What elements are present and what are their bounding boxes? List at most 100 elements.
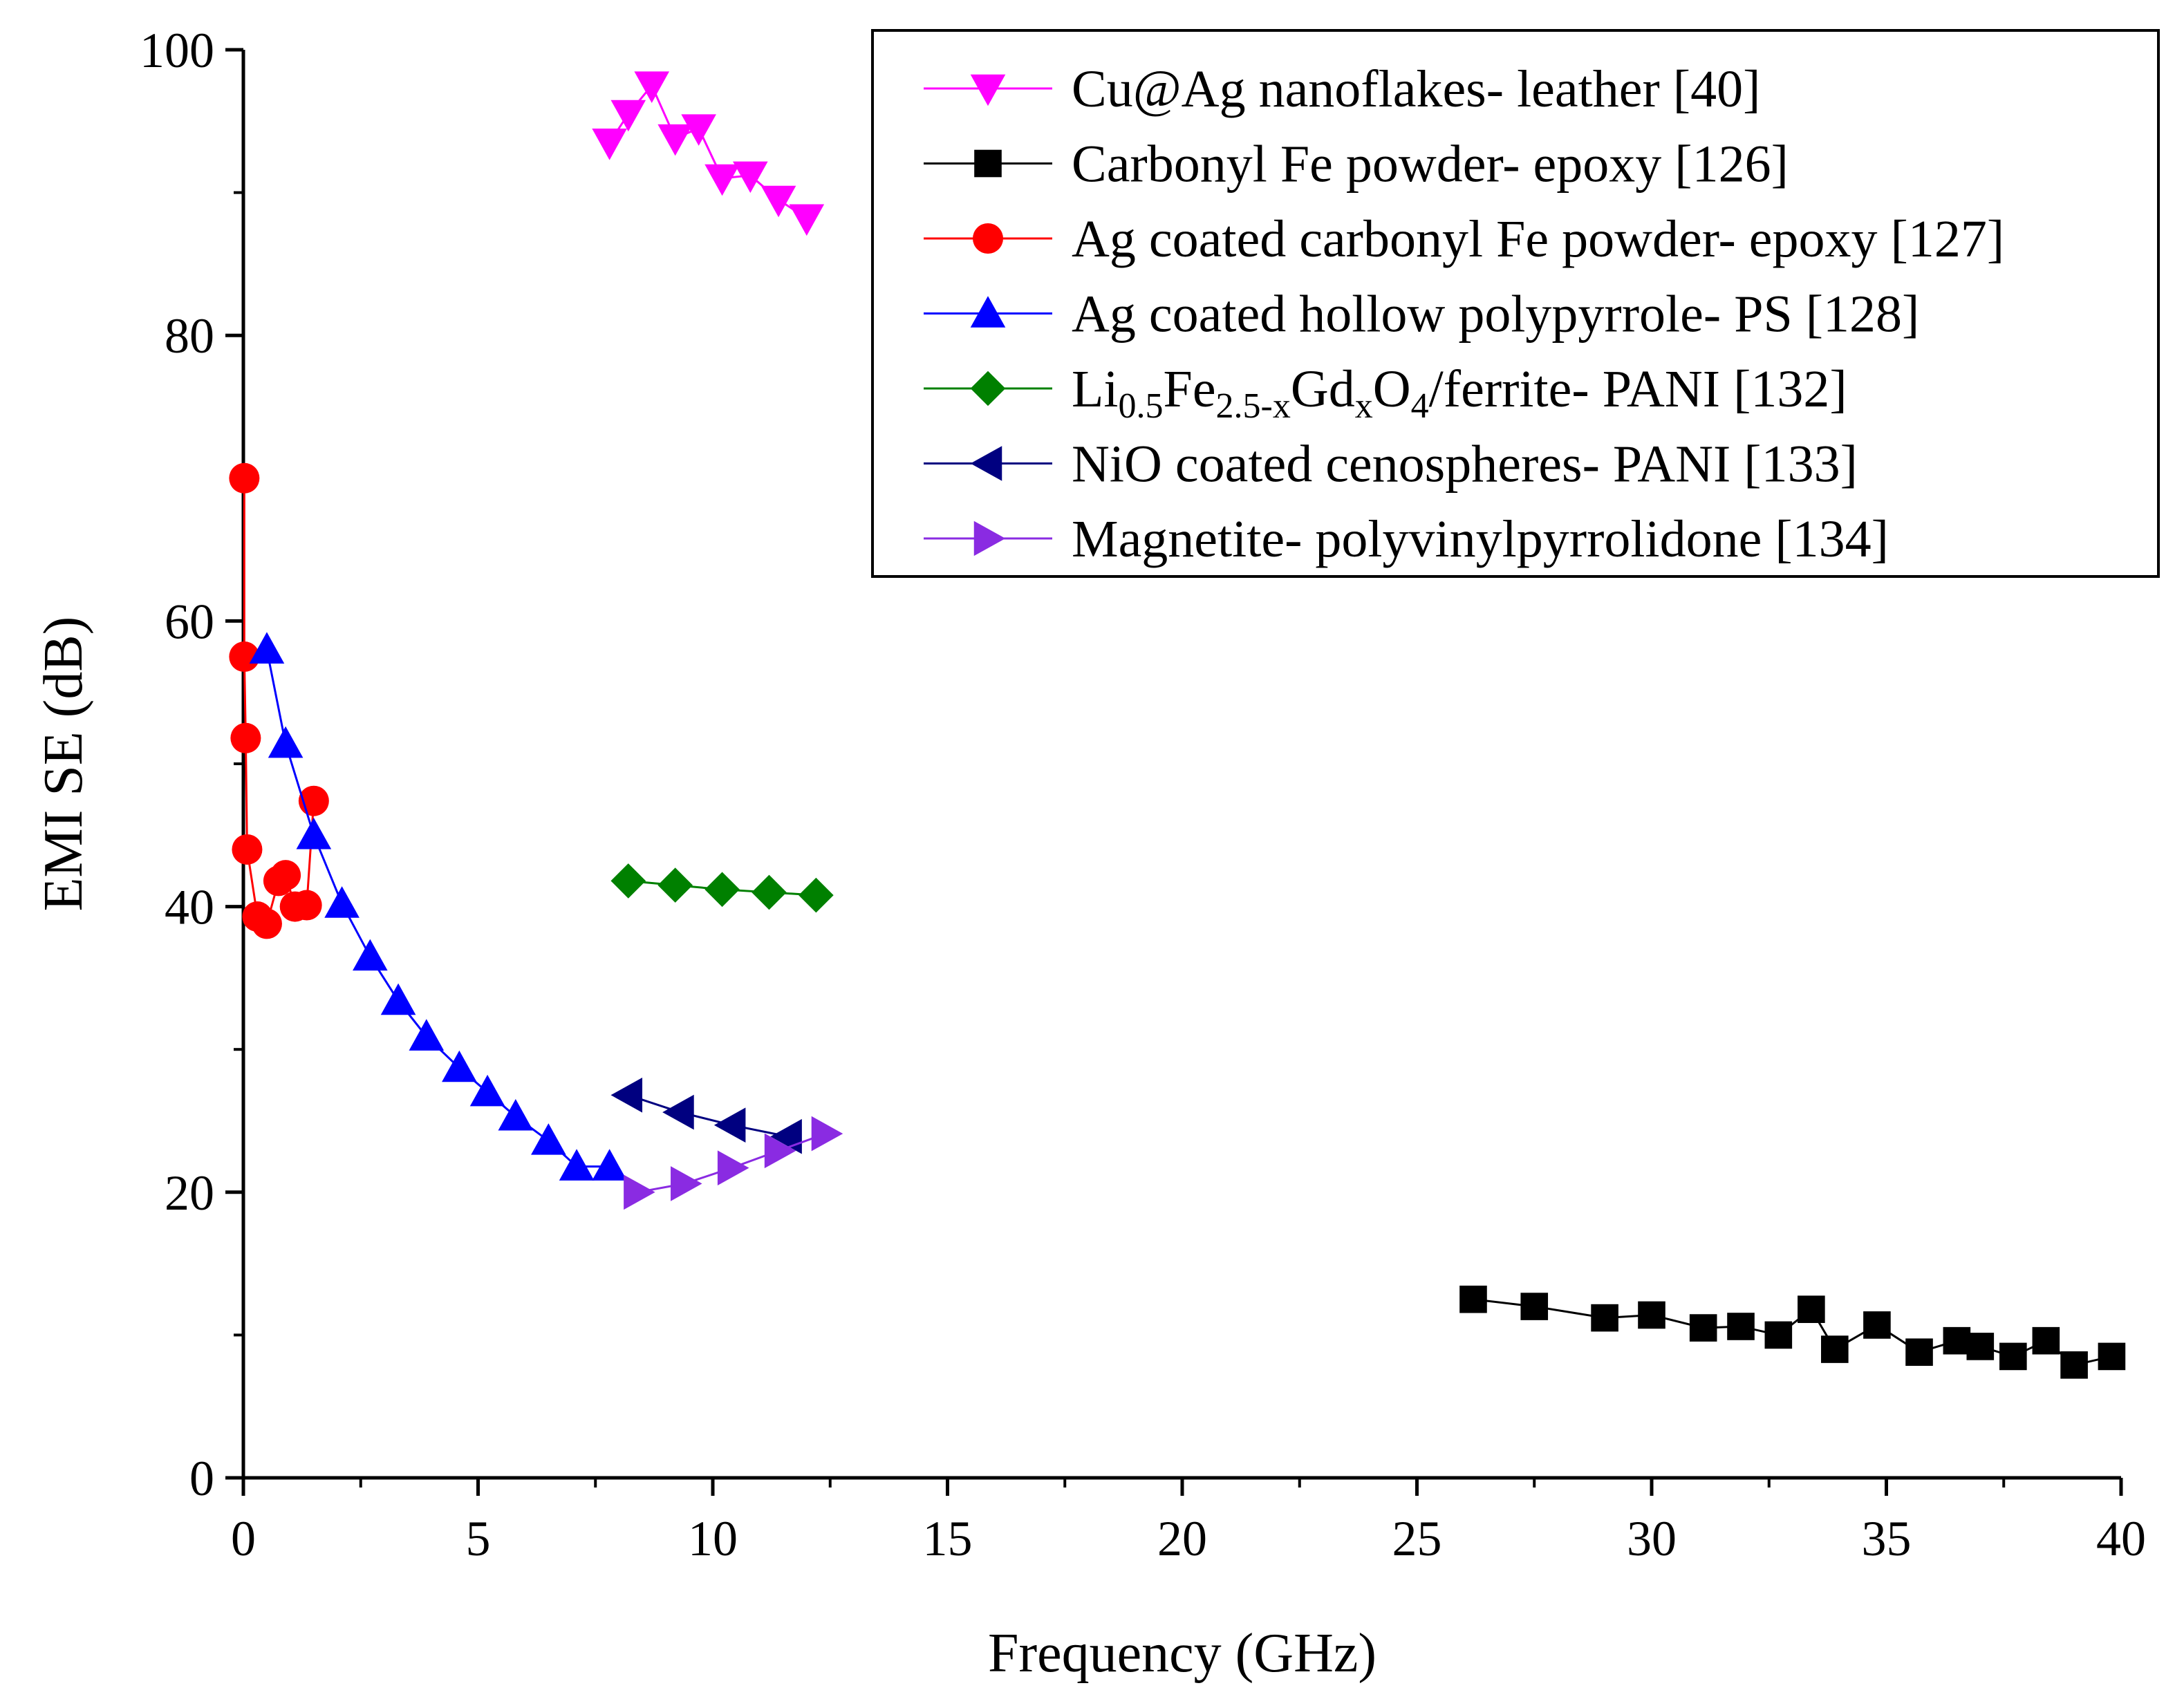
data-point [1689, 1314, 1717, 1342]
series-0 [592, 71, 825, 236]
data-point [324, 886, 360, 918]
data-point [1966, 1333, 1995, 1360]
data-point [733, 161, 768, 194]
series-4 [610, 863, 834, 913]
data-point [764, 1133, 796, 1169]
series-3 [249, 632, 627, 1181]
data-point [704, 872, 740, 908]
data-point [610, 863, 646, 899]
data-point [760, 185, 796, 218]
data-point [232, 834, 263, 865]
legend-item: Li0.5Fe2.5-xGdxO4/ferrite- PANI [132] [924, 360, 1847, 426]
data-point [1638, 1301, 1665, 1329]
data-point [592, 1149, 627, 1181]
legend-label: NiO coated cenospheres- PANI [133] [1072, 435, 1858, 494]
data-point [717, 1150, 749, 1185]
x-tick-label: 25 [1392, 1511, 1442, 1566]
data-point [353, 939, 388, 971]
data-point [713, 1107, 746, 1143]
data-point [498, 1099, 534, 1131]
x-tick-label: 35 [1862, 1511, 1912, 1566]
plot-series [229, 71, 2126, 1379]
legend-item: NiO coated cenospheres- PANI [133] [924, 435, 1858, 494]
y-axis-title: EMI SE (dB) [33, 617, 94, 912]
data-point [2032, 1326, 2060, 1355]
legend-label: Cu@Ag nanoflakes- leather [40] [1072, 60, 1760, 118]
data-point [380, 983, 416, 1015]
data-point [469, 1074, 505, 1107]
data-point [229, 462, 260, 494]
legend-label: Carbonyl Fe powder- epoxy [126] [1072, 135, 1789, 194]
legend-box [871, 29, 2160, 578]
data-point [531, 1123, 566, 1155]
series-6 [624, 1116, 843, 1210]
x-axis-title: Frequency (GHz) [988, 1623, 1376, 1684]
legend: Cu@Ag nanoflakes- leather [40] Carbonyl F… [871, 29, 2160, 578]
data-point [1764, 1321, 1793, 1349]
data-point [1591, 1304, 1618, 1332]
y-tick-label: 100 [140, 23, 214, 78]
y-axis-ticks: 0 20 40 60 80 100 [140, 23, 243, 1506]
data-point [1459, 1285, 1487, 1313]
data-point [592, 129, 627, 160]
data-point [229, 641, 260, 673]
data-point [1821, 1335, 1849, 1363]
data-point [409, 1019, 445, 1051]
x-tick-label: 30 [1627, 1511, 1677, 1566]
legend-item: Ag coated carbonyl Fe powder- epoxy [127… [924, 210, 2004, 268]
data-point [671, 1166, 702, 1201]
data-point [268, 726, 304, 758]
data-point [249, 632, 285, 664]
x-tick-label: 5 [466, 1511, 491, 1566]
legend-marker [970, 370, 1006, 406]
data-point [681, 114, 716, 146]
series-1 [1459, 1285, 2126, 1379]
x-tick-label: 15 [923, 1511, 973, 1566]
data-point [1520, 1293, 1549, 1320]
data-point [559, 1149, 595, 1181]
data-point [624, 1174, 655, 1210]
data-point [291, 890, 322, 921]
data-point [811, 1116, 843, 1152]
data-point [230, 722, 261, 753]
series-line [628, 1094, 788, 1138]
data-point [296, 818, 332, 850]
data-point [610, 1078, 643, 1113]
legend-item: Carbonyl Fe powder- epoxy [126] [924, 135, 1789, 194]
x-tick-label: 10 [688, 1511, 738, 1566]
data-point [1905, 1338, 1933, 1366]
legend-label: Ag coated carbonyl Fe powder- epoxy [127… [1072, 210, 2004, 268]
legend-marker [974, 149, 1002, 178]
y-tick-label: 60 [165, 594, 214, 649]
data-point [752, 874, 787, 910]
data-point [1863, 1311, 1891, 1339]
data-point [1798, 1295, 1825, 1324]
series-2 [229, 462, 329, 939]
data-point [2060, 1351, 2088, 1379]
legend-marker [970, 296, 1006, 328]
x-tick-label: 20 [1157, 1511, 1207, 1566]
legend-item: Magnetite- polyvinylpyrrolidone [134] [924, 510, 1889, 568]
legend-label: Ag coated hollow polypyrrole- PS [128] [1072, 285, 1919, 344]
data-point [1999, 1342, 2027, 1371]
data-point [610, 100, 646, 132]
data-point [634, 71, 670, 103]
data-point [2098, 1342, 2126, 1371]
legend-label: Magnetite- polyvinylpyrrolidone [134] [1072, 510, 1889, 568]
data-point [251, 908, 282, 939]
legend-item: Ag coated hollow polypyrrole- PS [128] [924, 285, 1919, 344]
legend-label: Li0.5Fe2.5-xGdxO4/ferrite- PANI [132] [1072, 360, 1847, 426]
data-point [799, 877, 834, 913]
data-point [1727, 1313, 1755, 1340]
data-point [662, 1094, 694, 1130]
data-point [789, 204, 825, 236]
x-tick-label: 40 [2096, 1511, 2146, 1566]
data-point [657, 867, 693, 903]
data-point [442, 1050, 477, 1082]
y-tick-label: 0 [189, 1451, 214, 1506]
data-point [270, 860, 301, 891]
legend-marker [970, 446, 1002, 481]
legend-marker [970, 74, 1006, 106]
legend-marker [973, 520, 1006, 556]
